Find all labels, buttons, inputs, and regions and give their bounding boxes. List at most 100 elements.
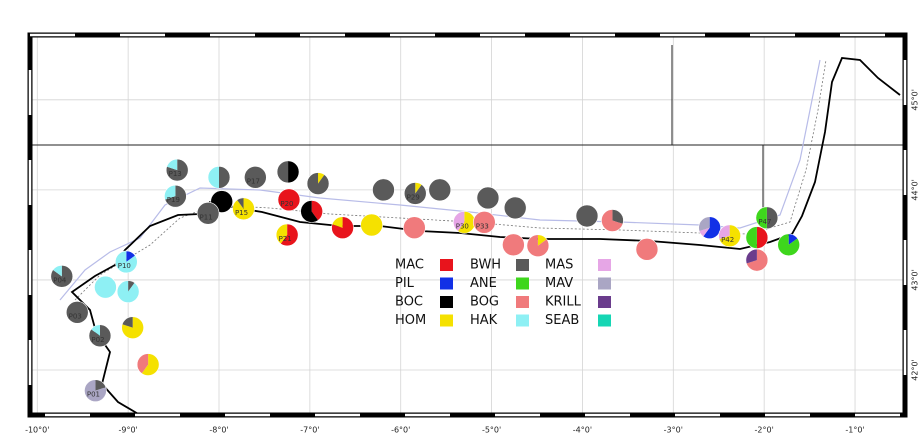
station: P10 [115,250,138,274]
station-position [777,233,800,257]
y-tick-label: 44°0' [911,179,920,200]
legend: MAC PIL BOC HOM BWH ANE BOG HAK MAS MAV KRILL SEAB [395,258,611,328]
station [276,160,300,184]
legend-swatch [516,314,529,327]
pie-wedge [128,280,135,292]
pie-wedge [537,234,547,246]
station [745,248,769,272]
pie-wedge [777,233,800,256]
pie-wedge [164,185,187,208]
pie-wedge [277,188,300,211]
legend-label: BOC [395,295,423,310]
station-label: P01 [87,391,100,399]
station-position [232,197,255,221]
station-position [718,224,741,248]
pie-wedge [428,178,451,201]
station [360,213,383,237]
pie-wedge [166,159,189,182]
pie-wedge [745,249,757,264]
station-label: P17 [247,177,260,185]
pie-wedge [526,234,549,257]
legend-swatch [598,259,611,271]
x-tick-label: -8°0' [209,426,228,435]
pie-wedge [756,226,768,249]
pie-wedge [126,250,136,262]
pie-wedge [457,211,476,234]
station-position [84,379,107,402]
station-position [165,158,189,182]
station-label: P42 [721,236,734,244]
pie-wedge [117,280,140,303]
station: P15 [232,197,255,221]
pie-wedge [50,265,73,288]
pie-wedge [166,159,178,171]
x-tick-label: -9°0' [118,426,137,435]
station-label: P29 [407,193,420,201]
station-position [244,165,267,189]
legend-label: PIL [395,276,415,291]
station-position [331,216,354,240]
x-tick-label: -3°0' [664,426,683,435]
pie-wedge [280,223,299,246]
station-label: P20 [280,200,293,208]
station-position [196,201,220,225]
pie-wedge [601,209,623,232]
station [698,216,721,240]
station [575,204,599,228]
pie-wedge [372,178,395,201]
station: P42 [718,224,741,248]
station-position [136,353,160,376]
x-tick-label: -10°0' [25,426,49,435]
station-label: P04 [53,276,67,284]
legend-swatch [516,296,529,308]
pie-wedge [84,379,107,402]
station-position [745,226,769,249]
station-position [372,178,395,202]
station: P04 [50,265,74,288]
station [136,353,160,376]
station: P20 [277,188,301,212]
station: P17 [244,165,267,189]
station-label: P19 [167,196,180,204]
pie-wedge [331,216,354,239]
station-position [428,178,452,202]
pie-wedge [404,182,427,205]
station: P13 [165,158,189,182]
station-position [207,165,231,189]
station-position [164,184,187,208]
station: P02 [88,324,112,348]
station [502,233,525,257]
pie-wedge [703,216,721,239]
pie-wedge [473,211,496,234]
station [94,275,117,299]
station-position [403,216,426,240]
station-position [698,216,721,240]
station-label: P33 [476,222,489,230]
station [503,196,527,220]
pie-wedge [66,301,89,324]
station-label: P30 [456,222,469,230]
legend-label: MAV [545,276,573,291]
station-label: P02 [91,336,104,344]
pie-wedge [218,166,230,189]
legend-label: ANE [470,276,497,291]
station-position [635,238,659,261]
station-position [277,188,301,212]
pie-wedge [755,206,767,229]
pie-wedge [612,209,624,224]
station-position [276,160,300,184]
pie-wedge [403,216,426,239]
pie-wedge [141,353,160,376]
station: P03 [65,301,89,324]
pie-wedge [91,324,100,336]
legend-swatch [440,259,453,271]
legend-label: HAK [470,313,498,328]
station: P33 [473,210,496,234]
station-label: P21 [279,235,292,243]
pie-wedge [635,238,658,261]
stations: P13 P17 P19 P11 P15 P20 P21 P29 P30 P33 P42 P47 P10 P… [50,158,800,402]
station [121,316,144,339]
legend-label: MAS [545,258,573,273]
pie-wedge [360,214,383,236]
station-position [121,316,144,339]
